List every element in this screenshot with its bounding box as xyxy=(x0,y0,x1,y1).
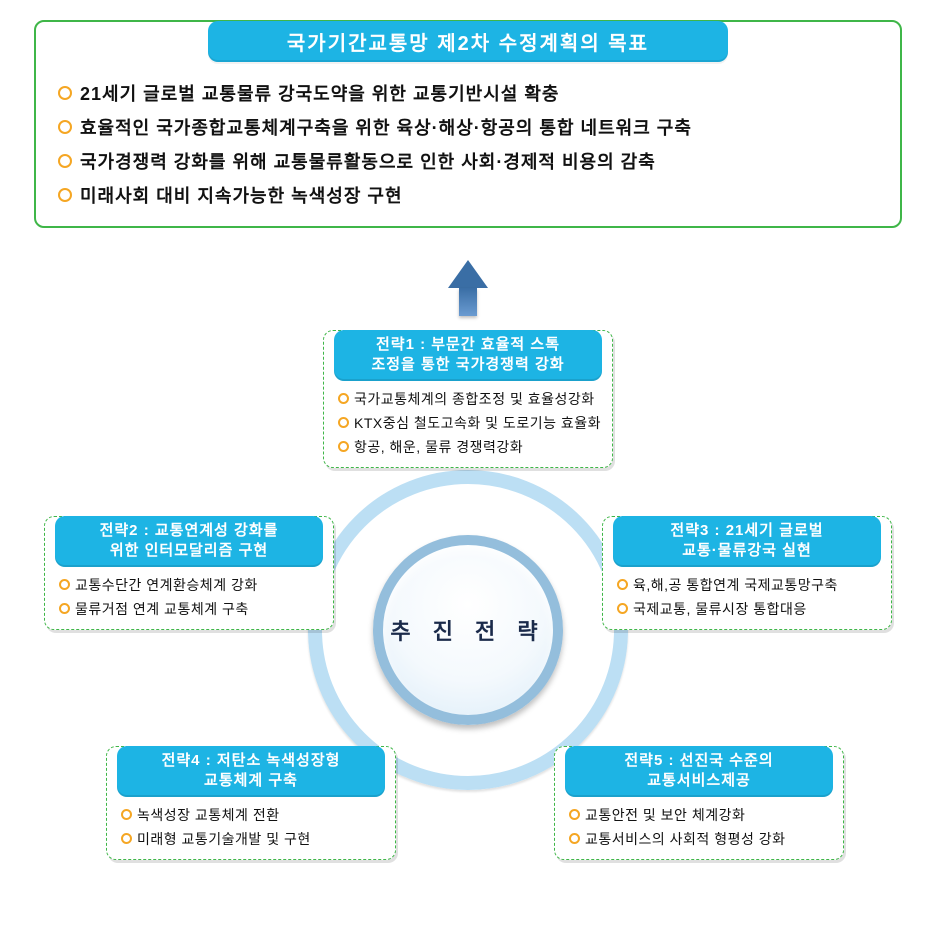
strategy-title-line: 전략1 : 부문간 효율적 스톡 xyxy=(376,336,560,353)
strategy-item: 항공, 해운, 물류 경쟁력강화 xyxy=(338,435,602,459)
strategy-item: 물류거점 연계 교통체계 구축 xyxy=(59,597,323,621)
strategy-box-3: 전략3 : 21세기 글로벌 교통·물류강국 실현 육,해,공 통합연계 국제교… xyxy=(602,516,892,630)
strategy-title: 전략5 : 선진국 수준의 교통서비스제공 xyxy=(565,746,833,797)
strategy-item: 미래형 교통기술개발 및 구현 xyxy=(121,827,385,851)
strategy-list: 교통수단간 연계환승체계 강화 물류거점 연계 교통체계 구축 xyxy=(59,573,323,621)
strategy-title: 전략3 : 21세기 글로벌 교통·물류강국 실현 xyxy=(613,516,881,567)
strategy-title-line: 조정을 통한 국가경쟁력 강화 xyxy=(371,356,564,373)
goal-item: 국가경쟁력 강화를 위해 교통물류활동으로 인한 사회·경제적 비용의 감축 xyxy=(58,144,878,178)
strategy-title-line: 전략5 : 선진국 수준의 xyxy=(624,752,773,769)
strategy-item: 녹색성장 교통체계 전환 xyxy=(121,803,385,827)
strategy-item: 국제교통, 물류시장 통합대응 xyxy=(617,597,881,621)
strategy-list: 녹색성장 교통체계 전환 미래형 교통기술개발 및 구현 xyxy=(121,803,385,851)
strategy-title-line: 교통서비스제공 xyxy=(647,772,751,789)
goal-item: 21세기 글로벌 교통물류 강국도약을 위한 교통기반시설 확충 xyxy=(58,76,878,110)
goal-box: 국가기간교통망 제2차 수정계획의 목표 21세기 글로벌 교통물류 강국도약을… xyxy=(34,20,902,228)
center-disc: 추 진 전 략 xyxy=(373,535,563,725)
goal-item: 미래사회 대비 지속가능한 녹색성장 구현 xyxy=(58,178,878,212)
strategy-diagram: 추 진 전 략 전략1 : 부문간 효율적 스톡 조정을 통한 국가경쟁력 강화… xyxy=(34,330,902,920)
strategy-box-1: 전략1 : 부문간 효율적 스톡 조정을 통한 국가경쟁력 강화 국가교통체계의… xyxy=(323,330,613,468)
strategy-item: 국가교통체계의 종합조정 및 효율성강화 xyxy=(338,387,602,411)
strategy-box-5: 전략5 : 선진국 수준의 교통서비스제공 교통안전 및 보안 체계강화 교통서… xyxy=(554,746,844,860)
up-arrow-icon xyxy=(448,260,488,316)
strategy-item: 교통수단간 연계환승체계 강화 xyxy=(59,573,323,597)
strategy-title-line: 교통체계 구축 xyxy=(204,772,298,789)
goal-item: 효율적인 국가종합교통체계구축을 위한 육상·해상·항공의 통합 네트워크 구축 xyxy=(58,110,878,144)
strategy-title-line: 전략3 : 21세기 글로벌 xyxy=(670,522,823,539)
strategy-title: 전략2 : 교통연계성 강화를 위한 인터모달리즘 구현 xyxy=(55,516,323,567)
strategy-item: KTX중심 철도고속화 및 도로기능 효율화 xyxy=(338,411,602,435)
strategy-title-line: 교통·물류강국 실현 xyxy=(682,542,812,559)
goal-list: 21세기 글로벌 교통물류 강국도약을 위한 교통기반시설 확충 효율적인 국가… xyxy=(58,76,878,212)
strategy-title-line: 전략4 : 저탄소 녹색성장형 xyxy=(162,752,341,769)
strategy-title: 전략4 : 저탄소 녹색성장형 교통체계 구축 xyxy=(117,746,385,797)
strategy-list: 국가교통체계의 종합조정 및 효율성강화 KTX중심 철도고속화 및 도로기능 … xyxy=(338,387,602,459)
strategy-list: 육,해,공 통합연계 국제교통망구축 국제교통, 물류시장 통합대응 xyxy=(617,573,881,621)
strategy-title-line: 위한 인터모달리즘 구현 xyxy=(110,542,268,559)
strategy-list: 교통안전 및 보안 체계강화 교통서비스의 사회적 형평성 강화 xyxy=(569,803,833,851)
strategy-box-2: 전략2 : 교통연계성 강화를 위한 인터모달리즘 구현 교통수단간 연계환승체… xyxy=(44,516,334,630)
center-label: 추 진 전 략 xyxy=(390,614,545,646)
strategy-item: 교통안전 및 보안 체계강화 xyxy=(569,803,833,827)
strategy-item: 육,해,공 통합연계 국제교통망구축 xyxy=(617,573,881,597)
strategy-item: 교통서비스의 사회적 형평성 강화 xyxy=(569,827,833,851)
strategy-title: 전략1 : 부문간 효율적 스톡 조정을 통한 국가경쟁력 강화 xyxy=(334,330,602,381)
strategy-title-line: 전략2 : 교통연계성 강화를 xyxy=(100,522,279,539)
goal-title: 국가기간교통망 제2차 수정계획의 목표 xyxy=(208,21,728,62)
strategy-box-4: 전략4 : 저탄소 녹색성장형 교통체계 구축 녹색성장 교통체계 전환 미래형… xyxy=(106,746,396,860)
